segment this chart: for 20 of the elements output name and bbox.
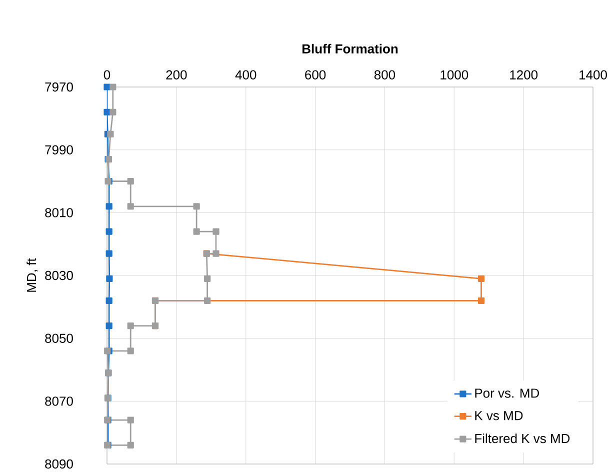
x-tick-label: 800 (374, 70, 396, 80)
y-tick-label: 8030 (45, 270, 73, 280)
y-tick-label: 8090 (45, 459, 73, 469)
x-tick-label: 1200 (510, 70, 538, 80)
y-tick-label: 8050 (45, 334, 73, 343)
y-axis-title: MD, ft (26, 258, 38, 292)
y-tick-label: 8070 (45, 396, 73, 406)
y-tick-label: 8010 (45, 208, 73, 218)
x-tick-label: 400 (235, 70, 256, 80)
x-tick-label: 1400 (580, 70, 607, 80)
y-tick-label: 7990 (45, 145, 73, 154)
x-tick-label: 0 (104, 70, 110, 80)
legend-label: K vs MD (475, 411, 523, 420)
legend-label: Por vs. MD (475, 388, 540, 398)
legend-label: Filtered K vs MD (475, 434, 570, 444)
y-tick-label: 7970 (45, 82, 73, 92)
x-tick-label: 1000 (440, 70, 468, 80)
chart-title: Bluff Formation (302, 44, 398, 54)
x-tick-label: 600 (305, 70, 326, 80)
x-tick-label: 200 (166, 70, 187, 80)
